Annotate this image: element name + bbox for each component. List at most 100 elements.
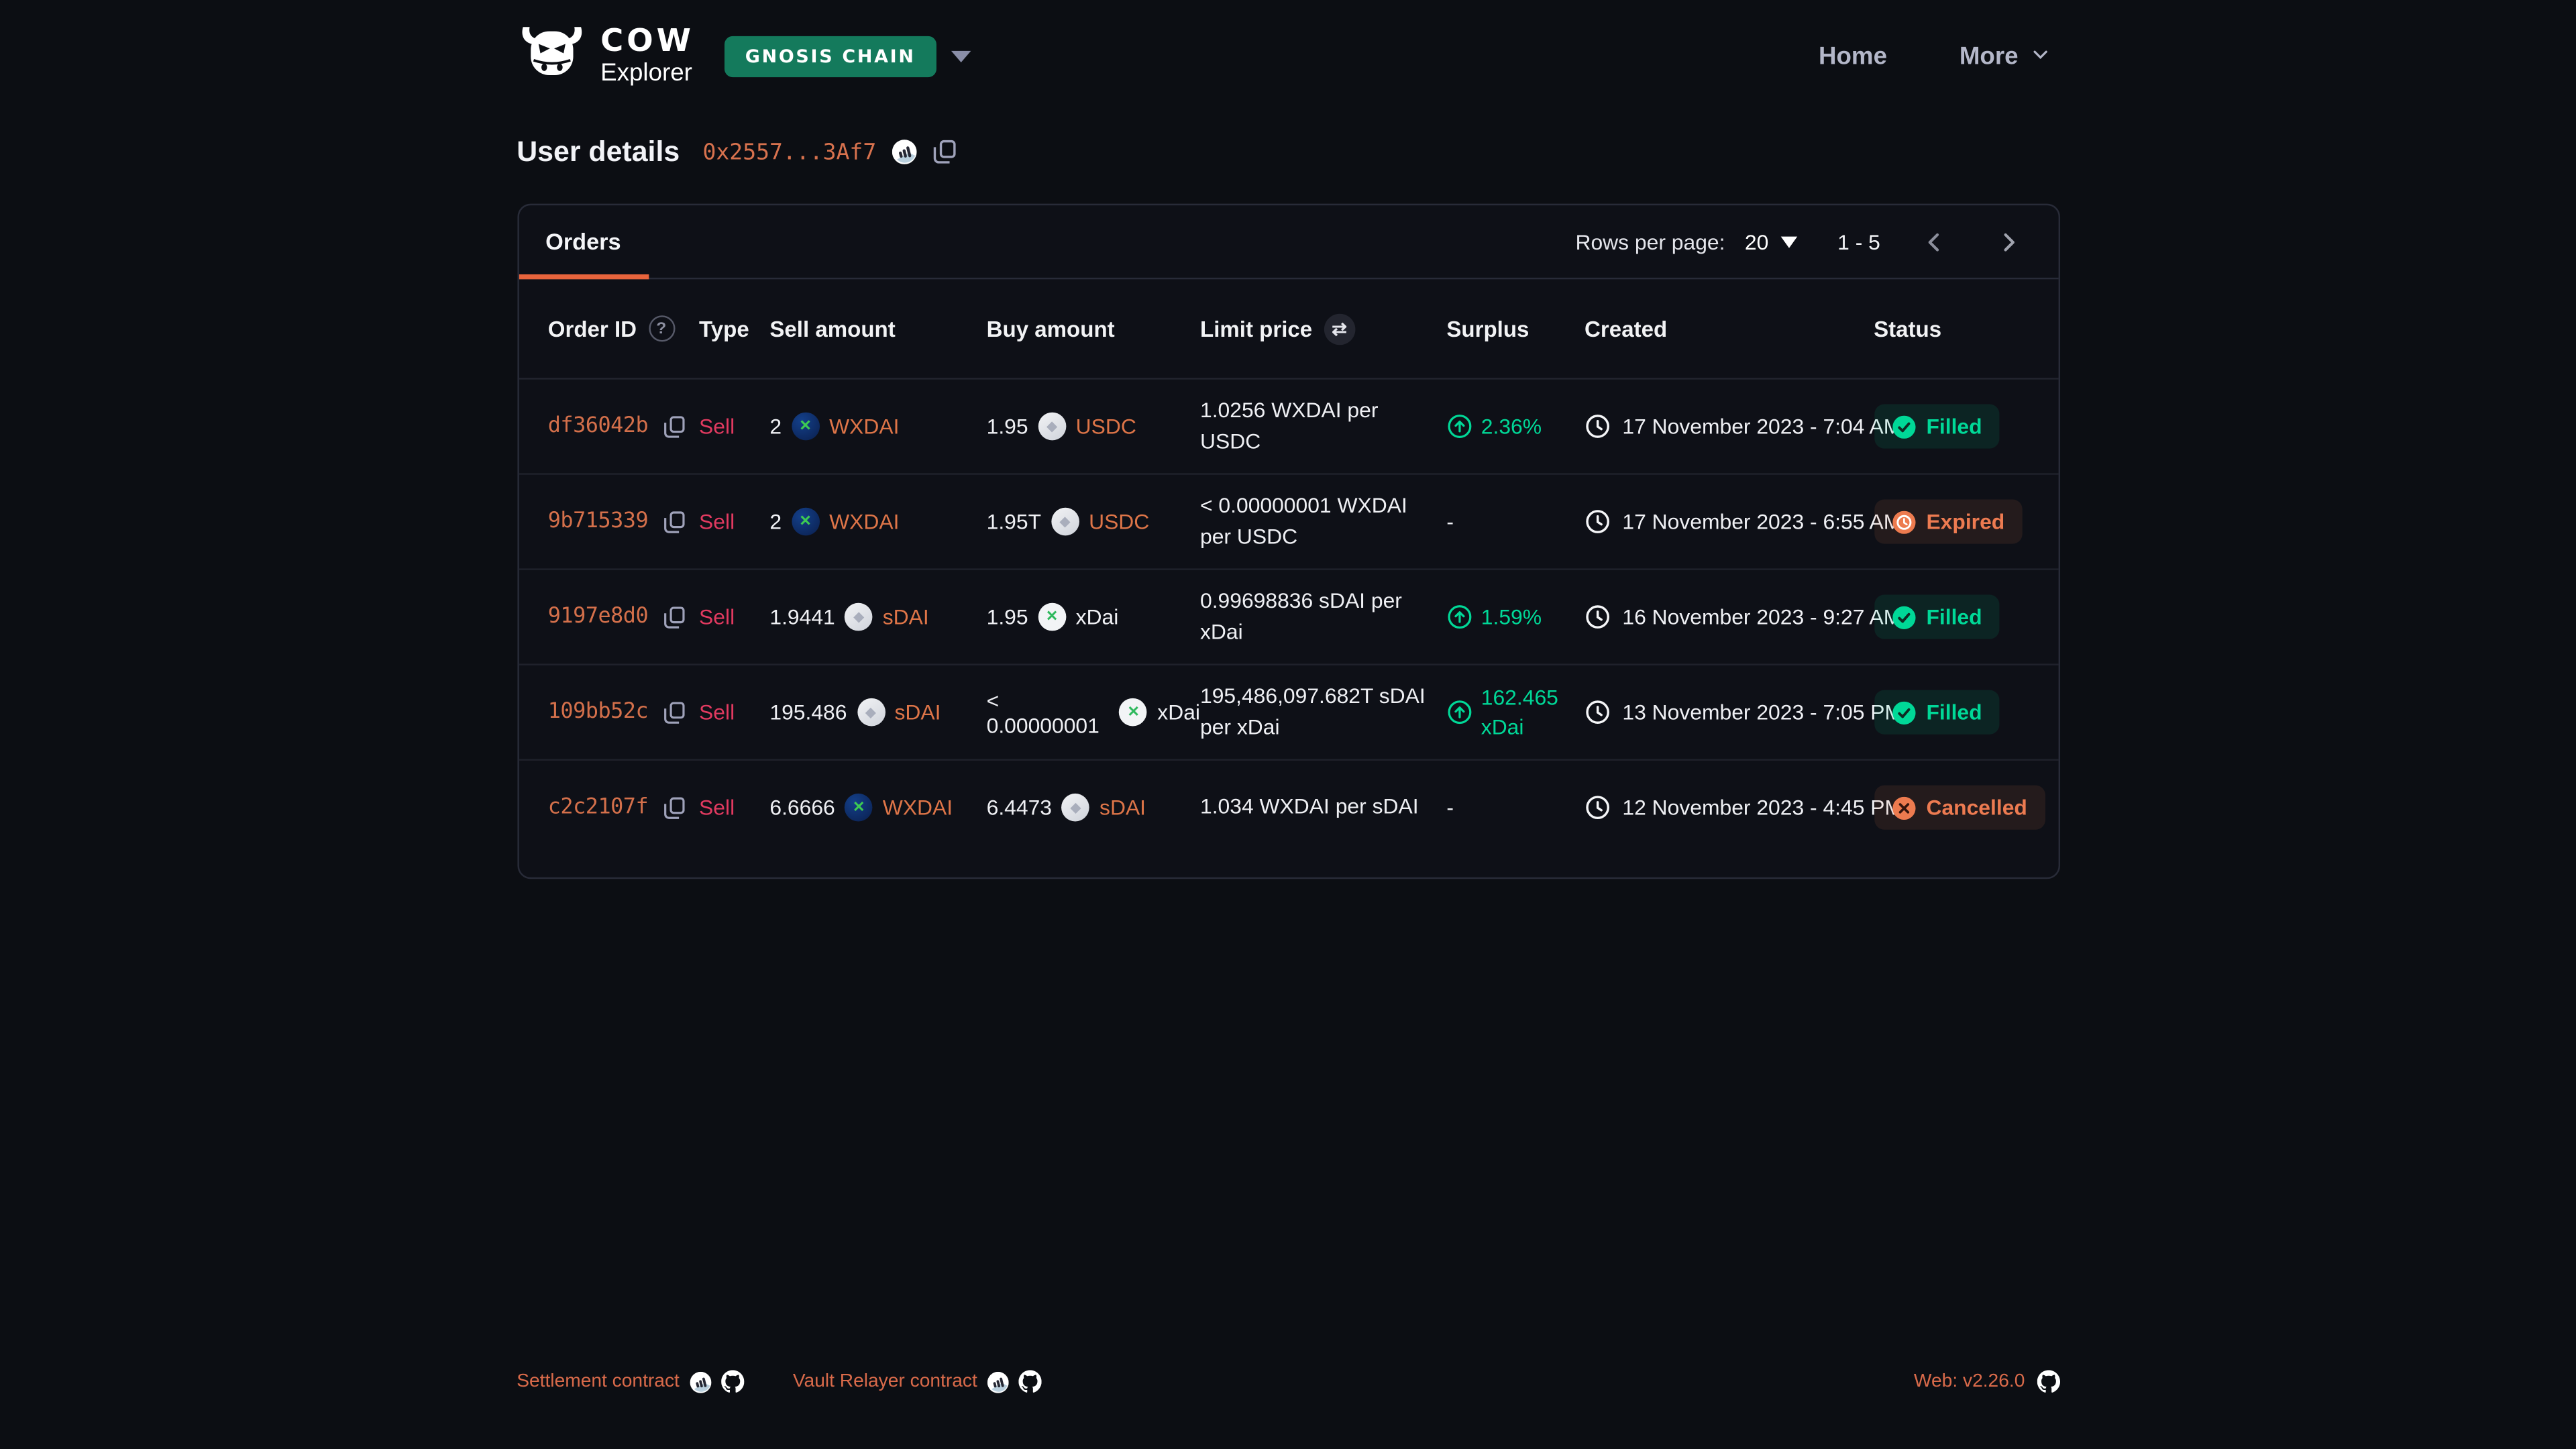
blockscout-icon[interactable] [987,1371,1009,1393]
order-id-cell: 9197e8d0 [548,604,699,629]
nav-more[interactable]: More [1960,42,2049,70]
logo[interactable]: COW Explorer [517,25,694,85]
created-date: 13 November 2023 - 7:05 PM [1622,700,1903,725]
xdai-token-icon: ✕ [1038,602,1066,631]
created-cell: 13 November 2023 - 7:05 PM [1585,700,1902,724]
sell-amount-cell: 195.486 ◆ sDAI [769,698,986,727]
order-id-cell: df36042b [548,414,699,439]
clock-icon [1585,509,1609,534]
clock-icon [1585,414,1609,439]
check-circle-icon [1892,605,1915,629]
chevron-down-icon [2030,42,2049,70]
content-shell: COW Explorer GNOSIS CHAIN Home More [517,0,2059,1449]
blockscout-icon[interactable] [689,1371,711,1393]
generic-token-icon: ◆ [857,698,885,727]
buy-amount-cell: 6.4473 ◆ sDAI [987,793,1200,822]
web-version-link[interactable]: Web: v2.26.0 [1914,1370,2059,1393]
status-badge: Filled [1874,690,2000,735]
type-cell: Sell [699,414,769,439]
token-link[interactable]: WXDAI [829,414,900,439]
wxdai-token-icon: ✕ [845,793,873,822]
chevron-right-icon[interactable] [1990,224,2025,258]
status-badge: Filled [1874,594,2000,639]
status-badge: Expired [1874,499,2023,544]
buy-amount-cell: 1.95 ◆ USDC [987,412,1200,441]
surplus-value: 162.465 xDai [1481,685,1558,739]
tab-orders[interactable]: Orders [518,205,649,280]
user-address-link[interactable]: 0x2557...3Af7 [702,138,877,166]
surplus-cell: 162.465 xDai [1446,684,1585,741]
col-sell-amount: Sell amount [769,316,896,341]
type-cell: Sell [699,509,769,534]
token-link[interactable]: USDC [1075,414,1136,439]
page-title: User details [517,134,680,168]
order-type: Sell [699,795,735,820]
copy-icon[interactable] [663,415,684,437]
col-buy-amount: Buy amount [986,316,1115,341]
vault-relayer-contract-link[interactable]: Vault Relayer contract [793,1370,1042,1393]
page-header: User details 0x2557...3Af7 [517,135,2059,169]
limit-price-cell: 1.034 WXDAI per sDAI [1199,794,1419,819]
copy-icon[interactable] [663,796,684,819]
token-link[interactable]: USDC [1089,509,1150,534]
order-id-link[interactable]: c2c2107f [547,795,649,820]
created-cell: 16 November 2023 - 9:27 AM [1585,604,1901,629]
chevron-left-icon[interactable] [1917,224,1951,258]
github-icon[interactable] [720,1370,744,1393]
col-surplus: Surplus [1446,316,1529,341]
token-link[interactable]: sDAI [1099,795,1146,820]
swap-icon[interactable]: ⇄ [1324,313,1355,345]
order-id-cell: c2c2107f [548,795,699,820]
arrow-up-circle-icon [1446,414,1471,439]
buy-amount-cell: 1.95 ✕ xDai [987,602,1200,631]
limit-price-cell: 0.99698836 sDAI per xDai [1199,588,1402,643]
surplus-value: 2.36% [1481,413,1542,439]
generic-token-icon: ◆ [1051,507,1079,536]
token-link[interactable]: WXDAI [882,795,953,820]
help-circle-icon[interactable]: ? [648,315,675,342]
network-badge[interactable]: GNOSIS CHAIN [723,35,937,76]
created-date: 17 November 2023 - 7:04 AM [1622,414,1902,439]
blockscout-icon[interactable] [892,140,918,164]
copy-icon[interactable] [663,700,684,723]
created-date: 16 November 2023 - 9:27 AM [1622,604,1902,629]
col-created: Created [1585,316,1668,341]
status-badge: Cancelled [1874,785,2045,830]
orders-card: Orders Rows per page: 20 1 - 5 [517,203,2059,879]
copy-icon[interactable] [663,510,684,533]
pagination-range: 1 - 5 [1837,229,1880,254]
token-link[interactable]: sDAI [894,700,941,725]
order-id-link[interactable]: 9b715339 [547,509,649,534]
clock-circle-icon [1892,510,1915,533]
surplus-cell: 2.36% [1446,412,1585,441]
copy-icon[interactable] [934,140,957,164]
rows-per-page-select[interactable]: 20 [1745,229,1799,254]
order-type: Sell [699,700,735,725]
table-row: 9b715339 Sell 2 ✕ WXDAI 1.95T ◆ USDC < 0… [518,473,2058,568]
settlement-contract-link[interactable]: Settlement contract [517,1370,744,1393]
nav-home[interactable]: Home [1818,42,1888,70]
table-row: c2c2107f Sell 6.6666 ✕ WXDAI 6.4473 ◆ sD… [518,759,2058,854]
token-label: xDai [1157,700,1200,725]
network-selector[interactable]: GNOSIS CHAIN [723,35,971,76]
type-cell: Sell [699,604,769,629]
copy-icon[interactable] [663,605,684,628]
limit-price-cell: < 0.00000001 WXDAI per USDC [1199,493,1407,548]
order-id-link[interactable]: 109bb52c [547,700,649,725]
github-icon[interactable] [1018,1370,1042,1393]
order-type: Sell [699,509,735,534]
surplus-empty: - [1446,795,1454,820]
col-status: Status [1874,316,1942,341]
buy-amount-cell: < 0.00000001 ✕ xDai [986,687,1200,737]
clock-icon [1585,795,1609,820]
limit-price-cell: 1.0256 WXDAI per USDC [1199,398,1379,453]
token-link[interactable]: sDAI [882,604,929,629]
clock-icon [1585,604,1609,629]
status-cell: Filled [1874,404,2035,449]
github-icon [2036,1370,2059,1393]
order-id-link[interactable]: 9197e8d0 [547,604,649,629]
order-id-link[interactable]: df36042b [547,414,649,439]
token-link[interactable]: WXDAI [829,509,900,534]
buy-amount-cell: 1.95T ◆ USDC [987,507,1200,536]
